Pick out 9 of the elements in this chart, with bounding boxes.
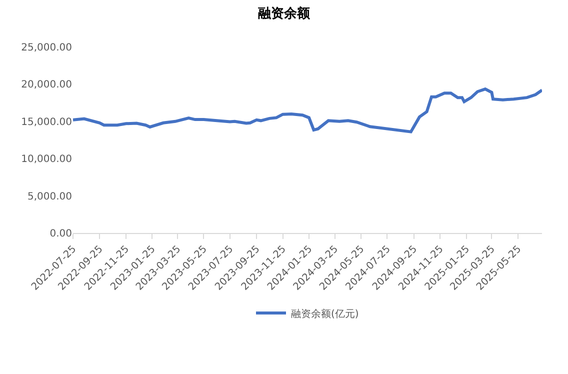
- y-tick-label: 25,000.00: [21, 42, 72, 54]
- line-series: [73, 88, 542, 134]
- y-tick-label: 15,000.00: [21, 116, 72, 128]
- legend-label: 融资余额(亿元): [291, 308, 359, 320]
- y-tick-label: 20,000.00: [21, 80, 72, 91]
- y-tick-label: 5,000.00: [27, 191, 72, 202]
- chart-title: 融资余额: [258, 6, 311, 22]
- y-tick-label: 10,000.00: [21, 154, 72, 166]
- y-tick-label: 0.00: [50, 228, 72, 240]
